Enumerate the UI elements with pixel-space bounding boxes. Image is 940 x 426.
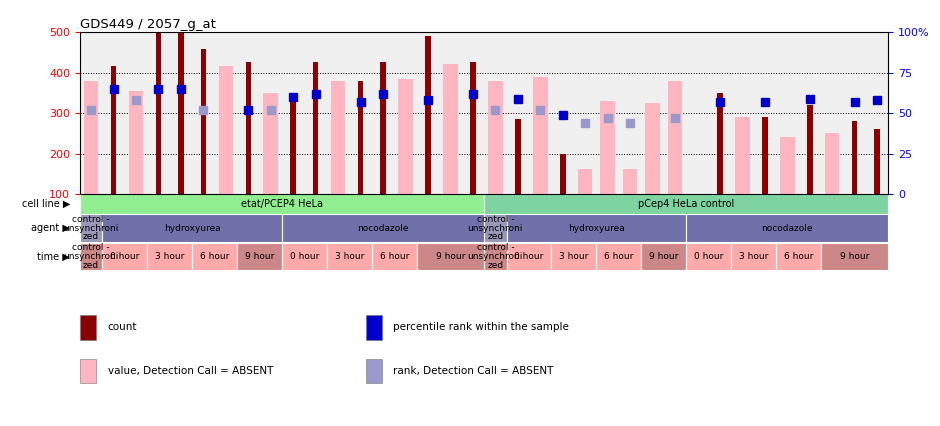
Text: pCep4 HeLa control: pCep4 HeLa control [638,199,734,209]
Bar [484,195,888,214]
Text: 3 hour: 3 hour [559,252,588,261]
Bar [507,214,686,242]
Bar [245,62,251,194]
Text: percentile rank within the sample: percentile rank within the sample [394,322,570,332]
Bar [667,81,682,194]
Text: count: count [108,322,137,332]
Bar [331,81,345,194]
Bar [327,242,372,270]
Bar [282,214,484,242]
Bar [623,169,637,194]
Bar [102,214,282,242]
Text: 0 hour: 0 hour [514,252,543,261]
Text: rank, Detection Call = ABSENT: rank, Detection Call = ABSENT [394,366,554,376]
Text: time ▶: time ▶ [38,251,70,262]
Bar [290,97,296,194]
Bar [686,242,731,270]
Bar [416,242,484,270]
Bar [80,214,102,242]
Bar [874,130,880,194]
Bar [776,242,821,270]
Bar [200,49,206,194]
Bar [179,32,183,194]
Text: control -
unsynchroni
zed: control - unsynchroni zed [63,215,118,241]
Bar [443,64,458,194]
Bar [825,133,839,194]
Bar [470,62,476,194]
Bar [686,214,888,242]
Bar [80,242,102,270]
Bar [192,242,237,270]
Text: GDS449 / 2057_g_at: GDS449 / 2057_g_at [80,18,216,31]
Bar [533,77,547,194]
Text: 0 hour: 0 hour [694,252,724,261]
Text: value, Detection Call = ABSENT: value, Detection Call = ABSENT [108,366,274,376]
Bar [399,79,413,194]
Bar [552,242,596,270]
Bar [601,101,615,194]
Text: 0 hour: 0 hour [110,252,139,261]
Text: 9 hour: 9 hour [244,252,274,261]
Text: 6 hour: 6 hour [200,252,229,261]
Bar [358,81,364,194]
Bar [821,242,888,270]
Bar [507,242,552,270]
Text: 6 hour: 6 hour [604,252,634,261]
Bar [560,154,566,194]
Text: 0 hour: 0 hour [290,252,320,261]
Bar [488,81,503,194]
Text: 6 hour: 6 hour [380,252,409,261]
Text: 3 hour: 3 hour [335,252,364,261]
Bar [102,242,148,270]
Bar [80,359,97,383]
Bar [645,103,660,194]
Bar [372,242,416,270]
Bar [717,93,723,194]
Text: 9 hour: 9 hour [436,252,465,261]
Bar [219,66,233,194]
Bar [484,242,507,270]
Text: cell line ▶: cell line ▶ [22,199,70,209]
Text: 9 hour: 9 hour [840,252,870,261]
Bar [156,32,162,194]
Text: nocodazole: nocodazole [761,224,813,233]
Bar [578,169,592,194]
Text: control -
unsynchroni
zed: control - unsynchroni zed [63,243,118,270]
Text: etat/PCEP4 HeLa: etat/PCEP4 HeLa [241,199,323,209]
Bar [735,117,749,194]
Bar [807,105,812,194]
Text: 3 hour: 3 hour [739,252,768,261]
Bar [282,242,327,270]
Text: hydroxyurea: hydroxyurea [164,224,221,233]
Bar [263,93,278,194]
Bar [425,36,431,194]
Bar [731,242,776,270]
Bar [84,81,99,194]
Bar [780,138,794,194]
Bar [129,91,143,194]
Bar [596,242,641,270]
Text: 3 hour: 3 hour [155,252,184,261]
Bar [80,315,97,340]
Bar [313,62,319,194]
Text: control -
unsynchroni
zed: control - unsynchroni zed [467,215,523,241]
Bar [852,121,857,194]
Bar [762,117,768,194]
Bar [148,242,192,270]
Bar [484,214,507,242]
Text: 6 hour: 6 hour [784,252,813,261]
Bar [366,359,383,383]
Text: nocodazole: nocodazole [357,224,409,233]
Text: 9 hour: 9 hour [649,252,679,261]
Bar [366,315,383,340]
Bar [80,195,484,214]
Bar [111,66,117,194]
Text: hydroxyurea: hydroxyurea [568,224,625,233]
Bar [515,119,521,194]
Bar [381,62,385,194]
Text: control -
unsynchroni
zed: control - unsynchroni zed [467,243,523,270]
Bar [237,242,282,270]
Bar [641,242,686,270]
Text: agent ▶: agent ▶ [31,223,70,233]
